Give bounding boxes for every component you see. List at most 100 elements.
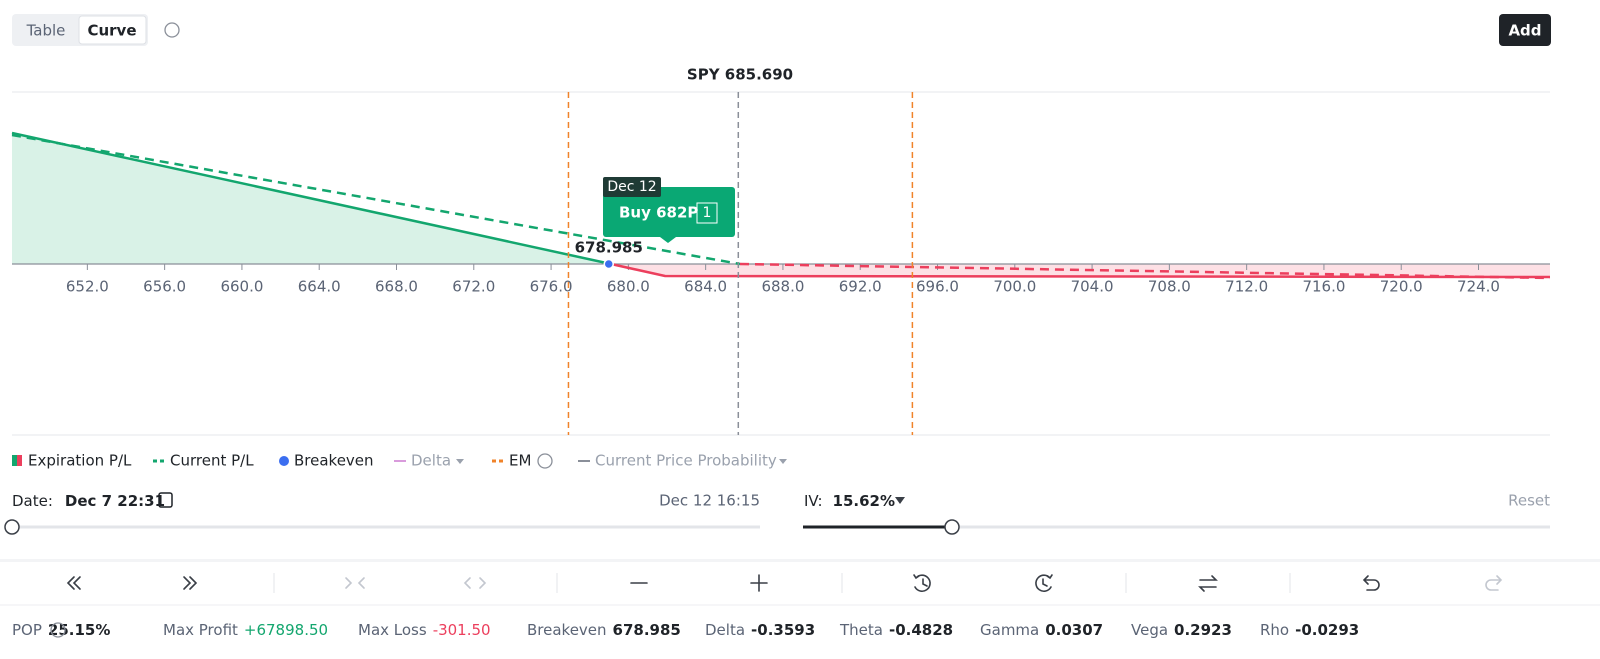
step-back[interactable] bbox=[66, 576, 81, 590]
dropdown-caret[interactable] bbox=[895, 497, 905, 504]
tooltip-qty: 1 bbox=[703, 205, 712, 221]
legend-label[interactable]: Current P/L bbox=[170, 452, 254, 470]
step-forward[interactable] bbox=[183, 576, 198, 590]
history-forward[interactable] bbox=[1035, 574, 1053, 593]
stat-label: Rho bbox=[1260, 621, 1289, 639]
legend-swatch bbox=[279, 456, 289, 466]
stat: Vega 0.2923 bbox=[1131, 621, 1232, 639]
reset-button[interactable]: Reset bbox=[1508, 492, 1550, 510]
stat: Theta -0.4828 bbox=[839, 621, 953, 639]
divider bbox=[0, 559, 1600, 562]
control-bar bbox=[66, 573, 1503, 593]
x-tick-label: 720.0 bbox=[1380, 278, 1423, 296]
tooltip-date: Dec 12 bbox=[607, 179, 656, 195]
info-icon[interactable] bbox=[164, 22, 180, 38]
info-icon[interactable] bbox=[537, 453, 553, 469]
qty-box bbox=[696, 202, 718, 224]
breakeven-label: 678.985 bbox=[575, 239, 643, 257]
stat-value: -0.0293 bbox=[1295, 621, 1359, 639]
zoom-in-x[interactable] bbox=[345, 577, 365, 589]
x-tick-label: 660.0 bbox=[220, 278, 263, 296]
tab[interactable]: Curve bbox=[87, 22, 136, 40]
stat: Breakeven 678.985 bbox=[527, 621, 681, 639]
x-tick-label: 688.0 bbox=[761, 278, 804, 296]
stat-label: Breakeven bbox=[527, 621, 607, 639]
x-tick-label: 712.0 bbox=[1225, 278, 1268, 296]
calendar-icon[interactable] bbox=[158, 492, 173, 508]
legend-label[interactable]: Breakeven bbox=[294, 452, 374, 470]
dropdown-caret bbox=[456, 459, 464, 464]
stat-value: -301.50 bbox=[433, 621, 491, 639]
undo[interactable] bbox=[1362, 575, 1380, 591]
add-label[interactable]: Add bbox=[1508, 22, 1541, 40]
stat-value: -0.4828 bbox=[889, 621, 953, 639]
x-tick-label: 708.0 bbox=[1148, 278, 1191, 296]
stat-value: -0.3593 bbox=[751, 621, 815, 639]
tooltip-action: Buy 682P bbox=[619, 204, 698, 222]
stat-value: 678.985 bbox=[613, 621, 681, 639]
x-tick-label: 672.0 bbox=[452, 278, 495, 296]
date-value[interactable]: Dec 7 22:31 bbox=[65, 492, 165, 510]
iv-slider-thumb[interactable] bbox=[944, 519, 960, 535]
redo[interactable] bbox=[1485, 575, 1503, 591]
x-tick-label: 676.0 bbox=[530, 278, 573, 296]
info-icon bbox=[50, 622, 66, 638]
add-button[interactable] bbox=[1499, 14, 1551, 46]
history-back[interactable] bbox=[913, 574, 931, 593]
stat: Delta -0.3593 bbox=[705, 621, 815, 639]
x-tick-label: 652.0 bbox=[66, 278, 109, 296]
stat-value: +67898.50 bbox=[244, 621, 328, 639]
stat: Max Profit +67898.50 bbox=[163, 621, 328, 639]
legend-swatch bbox=[17, 455, 22, 466]
stat-label: Max Profit bbox=[163, 621, 238, 639]
current-pl-loss bbox=[739, 262, 1551, 280]
date-label: Date: Dec 7 22:31 bbox=[12, 492, 165, 510]
x-tick-label: 684.0 bbox=[684, 278, 727, 296]
stat-value: 0.0307 bbox=[1045, 621, 1103, 639]
x-tick-label: 716.0 bbox=[1302, 278, 1345, 296]
x-tick-label: 696.0 bbox=[916, 278, 959, 296]
date-caption: Date: bbox=[12, 492, 53, 510]
x-tick-label: 664.0 bbox=[298, 278, 341, 296]
breakeven-dot bbox=[603, 258, 614, 270]
current-pl-profit bbox=[11, 133, 741, 266]
iv-caption: IV: bbox=[804, 492, 823, 510]
expiration-pl-profit bbox=[11, 131, 612, 266]
tooltip-pointer bbox=[660, 237, 676, 243]
legend-label[interactable]: Current Price Probability bbox=[595, 452, 777, 470]
iv-label: IV: 15.62% bbox=[804, 492, 895, 510]
expiration-pl-loss bbox=[610, 262, 1551, 279]
x-tick-label: 668.0 bbox=[375, 278, 418, 296]
stat-label: POP bbox=[12, 621, 42, 639]
stat-value: 0.2923 bbox=[1174, 621, 1232, 639]
spot-label: SPY 685.690 bbox=[687, 66, 793, 84]
x-tick-label: 724.0 bbox=[1457, 278, 1500, 296]
legend-label[interactable]: EM bbox=[509, 452, 531, 470]
date-slider-thumb[interactable] bbox=[4, 519, 20, 535]
x-tick-label: 700.0 bbox=[993, 278, 1036, 296]
stat: Gamma 0.0307 bbox=[980, 621, 1103, 639]
legend-swatch bbox=[12, 455, 17, 466]
iv-value[interactable]: 15.62% bbox=[833, 492, 895, 510]
stat-label: Max Loss bbox=[358, 621, 427, 639]
zoom-out-x[interactable] bbox=[463, 577, 487, 589]
x-tick-label: 692.0 bbox=[839, 278, 882, 296]
x-tick-label: 680.0 bbox=[607, 278, 650, 296]
stat: Rho -0.0293 bbox=[1260, 621, 1359, 639]
stat-label: Gamma bbox=[980, 621, 1039, 639]
date-end: Dec 12 16:15 bbox=[659, 492, 760, 510]
tab-active-bg bbox=[78, 15, 147, 45]
legend-label[interactable]: Expiration P/L bbox=[28, 452, 132, 470]
stat-label: Theta bbox=[839, 621, 883, 639]
legend-label[interactable]: Delta bbox=[411, 452, 451, 470]
order-tooltip[interactable] bbox=[603, 187, 735, 237]
zoom-in[interactable] bbox=[750, 574, 768, 592]
tooltip-date-bg bbox=[603, 177, 661, 197]
swap[interactable] bbox=[1198, 575, 1218, 592]
x-tick-label: 704.0 bbox=[1071, 278, 1114, 296]
stat-label: Delta bbox=[705, 621, 745, 639]
tab[interactable]: Table bbox=[26, 22, 66, 40]
x-tick-label: 656.0 bbox=[143, 278, 186, 296]
dropdown-caret bbox=[779, 459, 787, 464]
